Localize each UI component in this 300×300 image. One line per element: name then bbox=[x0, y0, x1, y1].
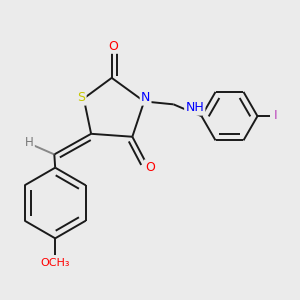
Text: H: H bbox=[25, 136, 34, 149]
Text: OCH₃: OCH₃ bbox=[40, 258, 70, 268]
Text: S: S bbox=[77, 92, 86, 104]
Text: I: I bbox=[273, 109, 277, 122]
Text: NH: NH bbox=[185, 101, 204, 114]
Text: O: O bbox=[108, 40, 118, 52]
Text: O: O bbox=[145, 160, 155, 174]
Text: N: N bbox=[141, 92, 150, 104]
